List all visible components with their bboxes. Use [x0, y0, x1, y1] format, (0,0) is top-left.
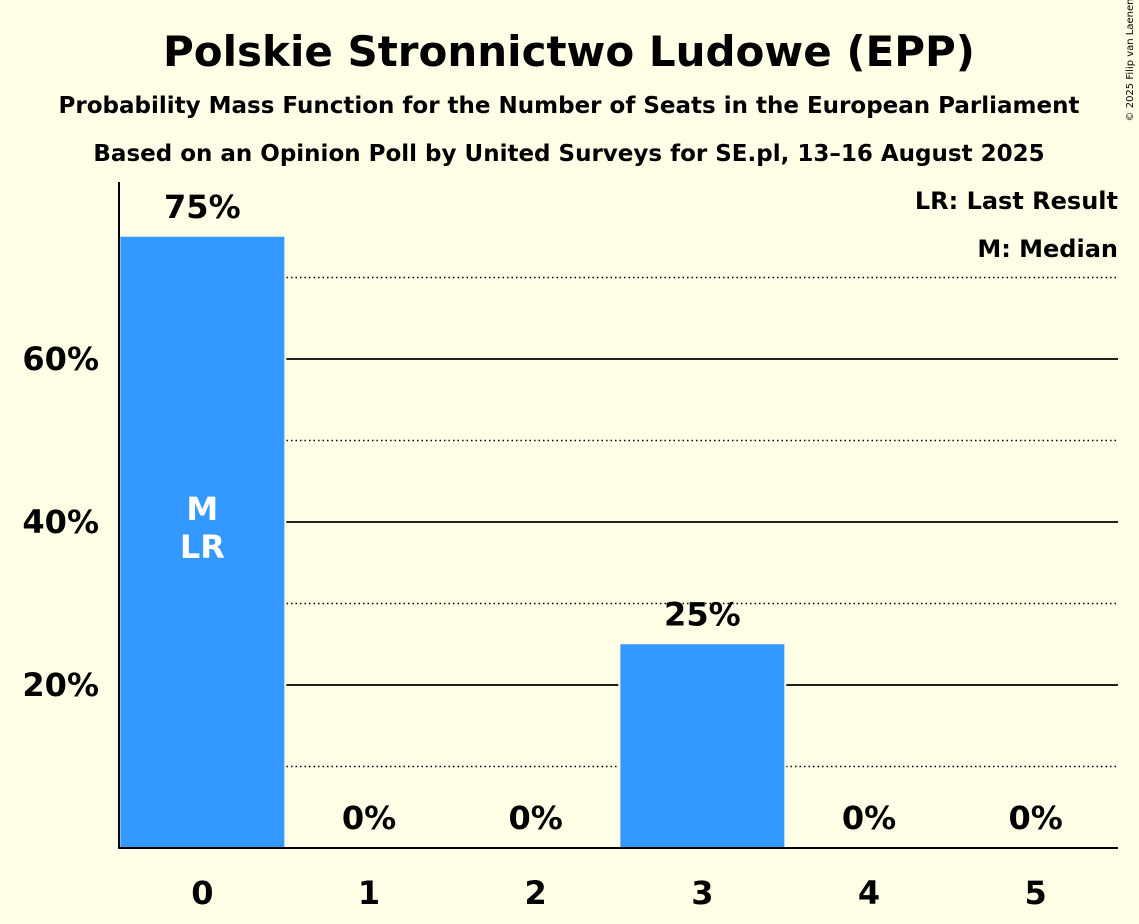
y-axis-tick-labels: 20% 40% 60%: [22, 340, 99, 704]
x-tick-label: 2: [525, 874, 547, 912]
copyright-text: © 2025 Filip van Laenen: [1125, 0, 1136, 121]
value-label: 0%: [842, 799, 896, 837]
bar-annotation: LR: [180, 528, 225, 566]
chart-subtitle-poll: Based on an Opinion Poll by United Surve…: [93, 141, 1044, 167]
y-tick-label: 20%: [22, 666, 99, 704]
value-label: 25%: [664, 595, 741, 633]
value-label: 75%: [164, 188, 241, 226]
bars: [118, 234, 787, 848]
x-tick-label: 1: [358, 874, 380, 912]
legend-median: M: Median: [977, 235, 1118, 263]
x-tick-label: 3: [691, 874, 713, 912]
x-tick-label: 0: [191, 874, 213, 912]
x-tick-label: 5: [1025, 874, 1047, 912]
legend-last-result: LR: Last Result: [915, 187, 1118, 215]
x-tick-label: 4: [858, 874, 880, 912]
y-tick-label: 60%: [22, 340, 99, 378]
value-label: 0%: [1009, 799, 1063, 837]
bar-annotation: M: [186, 490, 218, 528]
x-axis-tick-labels: 0 1 2 3 4 5: [191, 874, 1047, 912]
value-label: 0%: [342, 799, 396, 837]
bar-annotations: MLR: [180, 490, 225, 566]
value-label: 0%: [509, 799, 563, 837]
bar: [120, 236, 285, 848]
chart-title: Polskie Stronnictwo Ludowe (EPP): [163, 27, 975, 76]
chart-subtitle: Probability Mass Function for the Number…: [59, 93, 1080, 119]
value-labels: 75% 0% 0% 25% 0% 0%: [164, 188, 1063, 837]
bar: [620, 644, 785, 848]
y-tick-label: 40%: [22, 503, 99, 541]
